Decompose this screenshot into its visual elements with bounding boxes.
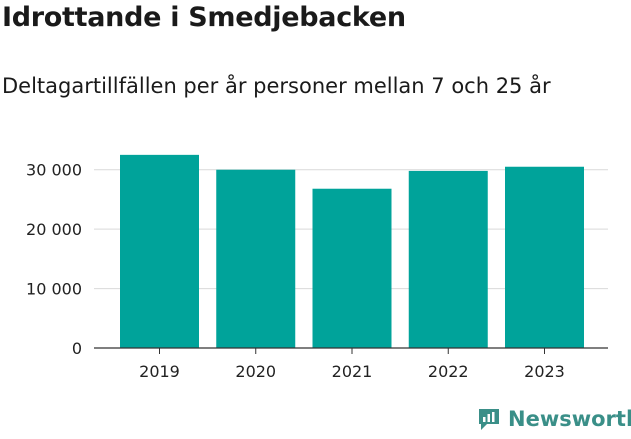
x-tick-label: 2022 [428,362,469,381]
bar-2019 [120,154,199,348]
brand-name: Newsworthy [508,407,631,431]
x-tick-label: 2023 [524,362,565,381]
bar-2021 [312,188,392,348]
bar-2022 [408,170,488,348]
y-axis-tick-labels: 0 10 000 20 000 30 000 [26,161,82,358]
x-tick-label: 2021 [332,362,373,381]
x-tick-label: 2020 [235,362,276,381]
y-tick-label: 0 [72,339,82,358]
x-tick-label: 2019 [139,362,180,381]
y-tick-label: 10 000 [26,280,82,299]
y-tick-label: 20 000 [26,220,82,239]
newsworthy-brand: Newsworthy [476,406,631,432]
newsworthy-logo-icon [479,409,499,430]
bar-2023 [505,166,584,348]
chart-subtitle: Deltagartillfällen per år personer mella… [2,74,551,98]
x-axis-tick-labels: 2019 2020 2021 2022 2023 [139,348,565,381]
bar-2020 [216,169,296,348]
chart-title: Idrottande i Smedjebacken [2,2,406,33]
bars [120,154,584,348]
y-tick-label: 30 000 [26,161,82,180]
